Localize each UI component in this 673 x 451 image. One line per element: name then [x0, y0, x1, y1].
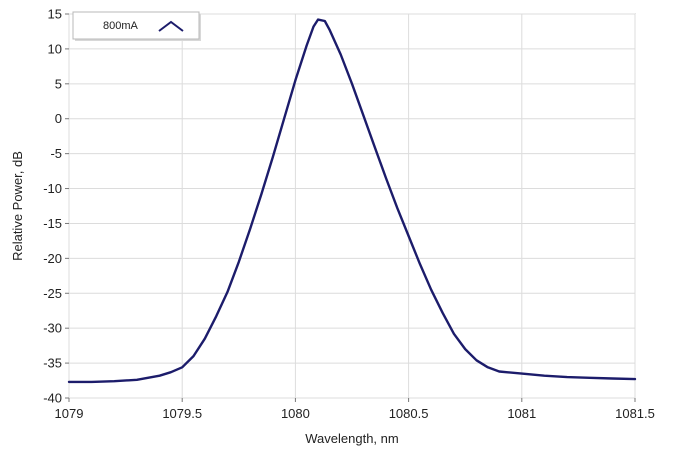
y-tick-label: -30 [43, 321, 62, 336]
x-tick-label: 1080 [281, 406, 310, 421]
y-tick-label: 0 [55, 111, 62, 126]
y-tick-label: 5 [55, 76, 62, 91]
x-tick-label: 1079 [55, 406, 84, 421]
x-tick-label: 1081.5 [615, 406, 655, 421]
y-tick-label: -15 [43, 216, 62, 231]
legend: 800mA [72, 11, 201, 41]
y-tick-label: -40 [43, 391, 62, 406]
legend-label-800ma: 800mA [103, 20, 139, 32]
y-tick-label: -35 [43, 356, 62, 371]
series-line-800ma [67, 18, 637, 384]
x-tick-label: 1079.5 [162, 406, 202, 421]
y-tick-label: -5 [50, 146, 62, 161]
y-tick-label: 10 [48, 41, 62, 56]
y-tick-label: 15 [48, 7, 62, 22]
series-layer [67, 18, 637, 384]
y-axis-title: Relative Power, dB [10, 151, 25, 261]
y-tick-label: -20 [43, 251, 62, 266]
y-tick-label: -25 [43, 286, 62, 301]
x-tick-label: 1080.5 [389, 406, 429, 421]
legend-box [72, 11, 200, 40]
tick-labels: 1079 1079.5 1080 1080.5 1081 1081.5 15 10 5 0 -5 -1… [43, 7, 655, 422]
x-axis-title: Wavelength, nm [305, 431, 398, 446]
grid [68, 13, 636, 399]
legend-line-icon [158, 20, 184, 32]
x-tick-label: 1081 [507, 406, 536, 421]
y-tick-label: -10 [43, 181, 62, 196]
plot-area [68, 13, 636, 399]
